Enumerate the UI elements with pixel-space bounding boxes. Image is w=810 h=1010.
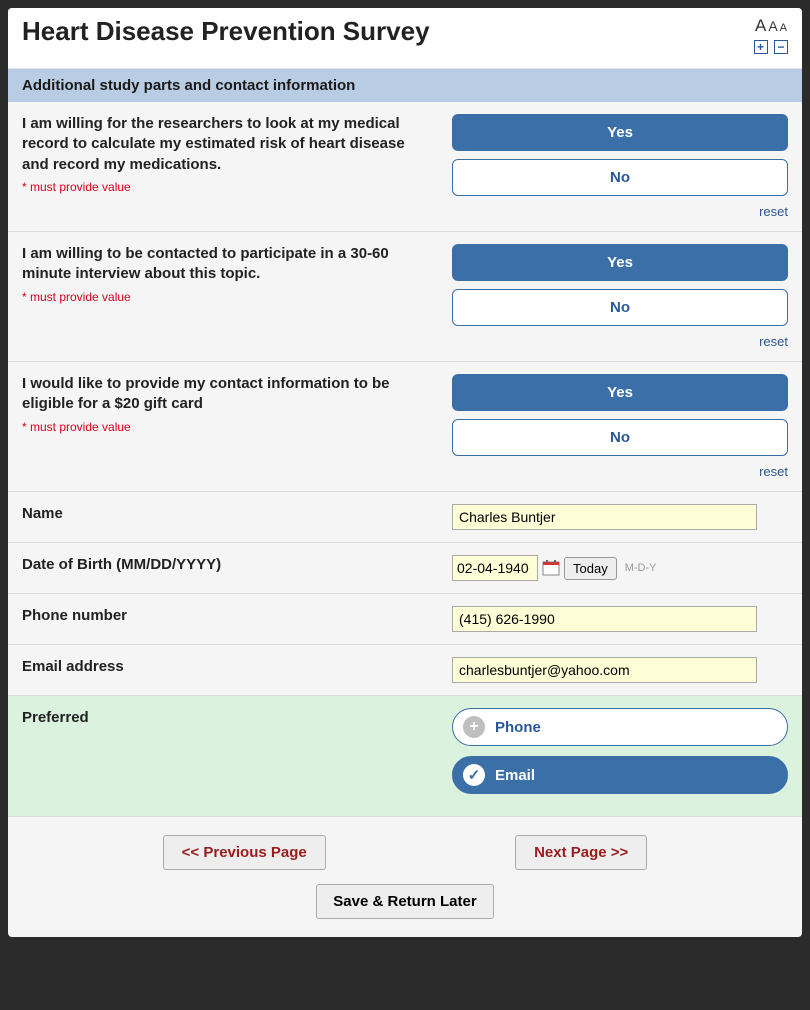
no-button[interactable]: No <box>452 419 788 456</box>
preferred-email-option[interactable]: ✓ Email <box>452 756 788 794</box>
font-small-button[interactable]: A <box>779 22 788 34</box>
page-title: Heart Disease Prevention Survey <box>22 16 430 47</box>
field-input-wrap <box>452 504 788 530</box>
plus-icon: + <box>463 716 485 738</box>
question-text: I am willing to be contacted to particip… <box>22 245 389 282</box>
email-input[interactable] <box>452 657 757 683</box>
font-size-controls: AAA <box>752 16 788 36</box>
reset-link[interactable]: reset <box>452 334 788 349</box>
yes-button[interactable]: Yes <box>452 374 788 411</box>
calendar-icon[interactable] <box>542 559 560 577</box>
question-input: Yes No reset <box>452 374 788 479</box>
field-label: Phone number <box>22 606 452 632</box>
required-indicator: * must provide value <box>22 179 434 195</box>
survey-page: Heart Disease Prevention Survey AAA + − … <box>8 8 802 937</box>
name-input[interactable] <box>452 504 757 530</box>
field-row-dob: Date of Birth (MM/DD/YYYY) Today M-D-Y <box>8 543 802 594</box>
field-input-wrap <box>452 606 788 632</box>
font-medium-button[interactable]: A <box>767 18 778 34</box>
save-return-button[interactable]: Save & Return Later <box>316 884 493 919</box>
field-input-wrap: + Phone ✓ Email <box>452 708 788 804</box>
today-button[interactable]: Today <box>564 557 617 580</box>
dob-input[interactable] <box>452 555 538 581</box>
question-label: I am willing for the researchers to look… <box>22 114 452 219</box>
reset-link[interactable]: reset <box>452 204 788 219</box>
date-format-hint: M-D-Y <box>625 562 657 574</box>
header: Heart Disease Prevention Survey AAA + − <box>8 8 802 69</box>
expand-all-button[interactable]: + <box>754 40 768 54</box>
question-input: Yes No reset <box>452 244 788 349</box>
no-button[interactable]: No <box>452 159 788 196</box>
question-text: I am willing for the researchers to look… <box>22 115 405 173</box>
field-row-preferred: Preferred + Phone ✓ Email <box>8 696 802 817</box>
question-label: I am willing to be contacted to particip… <box>22 244 452 349</box>
date-controls: Today M-D-Y <box>452 555 788 581</box>
field-row-email: Email address <box>8 645 802 696</box>
save-row: Save & Return Later <box>8 880 802 937</box>
question-label: I would like to provide my contact infor… <box>22 374 452 479</box>
navigation-row: << Previous Page Next Page >> <box>8 817 802 880</box>
choice-label: Phone <box>495 719 541 736</box>
field-label: Name <box>22 504 452 530</box>
preferred-phone-option[interactable]: + Phone <box>452 708 788 746</box>
question-row-interview: I am willing to be contacted to particip… <box>8 232 802 362</box>
choice-label: Email <box>495 767 535 784</box>
font-large-button[interactable]: A <box>754 16 767 35</box>
field-row-phone: Phone number <box>8 594 802 645</box>
previous-page-button[interactable]: << Previous Page <box>163 835 326 870</box>
yes-button[interactable]: Yes <box>452 244 788 281</box>
next-page-button[interactable]: Next Page >> <box>515 835 647 870</box>
yes-button[interactable]: Yes <box>452 114 788 151</box>
field-row-name: Name <box>8 492 802 543</box>
expand-collapse-controls: + − <box>752 38 788 56</box>
field-input-wrap <box>452 657 788 683</box>
field-label: Date of Birth (MM/DD/YYYY) <box>22 555 452 581</box>
no-button[interactable]: No <box>452 289 788 326</box>
reset-link[interactable]: reset <box>452 464 788 479</box>
question-row-giftcard: I would like to provide my contact infor… <box>8 362 802 492</box>
header-controls: AAA + − <box>752 16 788 56</box>
required-indicator: * must provide value <box>22 289 434 305</box>
section-header: Additional study parts and contact infor… <box>8 69 802 102</box>
question-input: Yes No reset <box>452 114 788 219</box>
phone-input[interactable] <box>452 606 757 632</box>
question-row-medical-record: I am willing for the researchers to look… <box>8 102 802 232</box>
field-label: Preferred <box>22 708 452 804</box>
question-text: I would like to provide my contact infor… <box>22 375 390 412</box>
field-input-wrap: Today M-D-Y <box>452 555 788 581</box>
collapse-all-button[interactable]: − <box>774 40 788 54</box>
required-indicator: * must provide value <box>22 419 434 435</box>
check-icon: ✓ <box>463 764 485 786</box>
field-label: Email address <box>22 657 452 683</box>
